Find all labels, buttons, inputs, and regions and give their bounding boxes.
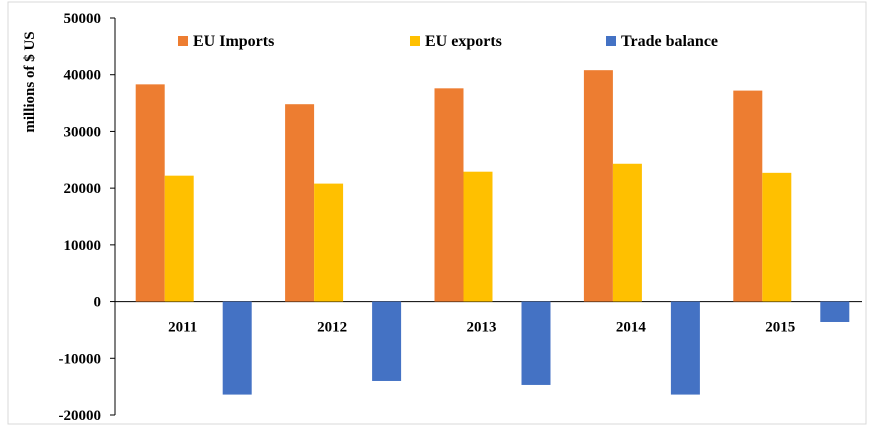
y-tick-label: 20000 (64, 181, 102, 197)
y-tick-label: 10000 (64, 238, 102, 254)
bar-trade-balance-2012 (372, 301, 402, 381)
y-tick-label: -20000 (59, 408, 102, 424)
y-axis-title: millions of $ US (22, 31, 38, 132)
legend-swatch-trade-balance (606, 36, 616, 46)
x-category-label: 2011 (168, 320, 197, 336)
bar-trade-balance-2013 (521, 301, 551, 385)
x-category-label: 2013 (467, 320, 497, 336)
y-tick-label: 0 (94, 295, 102, 311)
bar-eu-imports-2012 (285, 104, 315, 302)
y-tick-label: -10000 (59, 351, 102, 367)
legend-label-trade-balance: Trade balance (621, 33, 718, 50)
y-tick-label: 50000 (64, 11, 102, 27)
legend-label-eu-imports: EU Imports (193, 33, 274, 50)
bar-eu-exports-2013 (463, 171, 493, 302)
bar-eu-exports-2011 (164, 175, 194, 302)
bar-eu-imports-2011 (135, 84, 165, 302)
x-category-label: 2012 (317, 320, 347, 336)
y-tick-label: 30000 (64, 124, 102, 140)
bar-trade-balance-2011 (222, 301, 252, 395)
bar-eu-exports-2012 (314, 183, 344, 302)
bar-eu-imports-2014 (583, 70, 613, 302)
bar-eu-imports-2015 (733, 90, 763, 302)
legend-swatch-eu-imports (178, 36, 188, 46)
legend-label-eu-exports: EU exports (425, 33, 502, 50)
bar-eu-imports-2013 (434, 88, 464, 302)
x-category-label: 2015 (765, 320, 795, 336)
legend-swatch-eu-exports (410, 36, 420, 46)
bar-eu-exports-2014 (612, 163, 642, 302)
bar-eu-exports-2015 (762, 172, 792, 302)
x-category-label: 2014 (616, 320, 647, 336)
bar-trade-balance-2014 (670, 301, 700, 395)
chart-border (7, 1, 867, 425)
y-tick-label: 40000 (64, 68, 102, 84)
bar-trade-balance-2015 (820, 301, 850, 322)
